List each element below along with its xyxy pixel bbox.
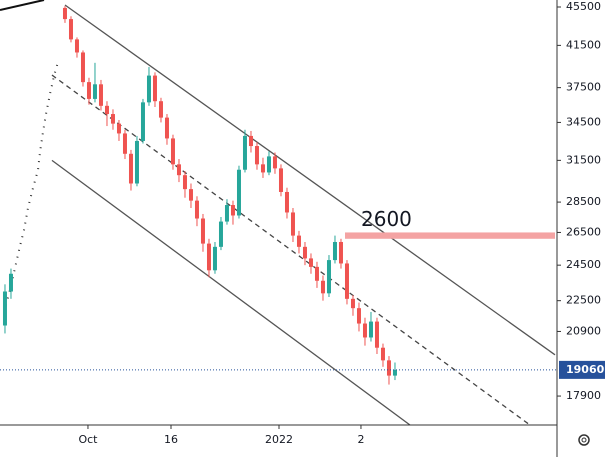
candle-body bbox=[302, 246, 307, 259]
candle-body bbox=[332, 241, 337, 261]
candle-body bbox=[128, 153, 133, 184]
candle-body bbox=[386, 360, 391, 376]
candle-body bbox=[344, 263, 349, 299]
candle-body bbox=[356, 308, 361, 324]
y-tick-label: 17900 bbox=[566, 389, 601, 402]
candle-body bbox=[314, 266, 319, 281]
candle-body bbox=[338, 241, 343, 264]
trend-line bbox=[64, 4, 556, 356]
candle-body bbox=[350, 298, 355, 309]
x-tick-label: 16 bbox=[164, 433, 178, 446]
zone-label: 2600 bbox=[361, 207, 412, 231]
gear-hub[interactable] bbox=[581, 437, 587, 443]
drawing-line bbox=[0, 0, 45, 11]
candle-body bbox=[200, 218, 205, 244]
y-tick-label: 37500 bbox=[566, 81, 601, 94]
candle-body bbox=[248, 135, 253, 147]
dotted-drawing bbox=[3, 61, 59, 313]
candle-body bbox=[230, 205, 235, 216]
y-tick-label: 41500 bbox=[566, 38, 601, 51]
candle-body bbox=[134, 140, 139, 184]
candle-body bbox=[374, 321, 379, 348]
candle-body bbox=[110, 114, 115, 124]
y-tick-label: 34500 bbox=[566, 115, 601, 128]
candle-body bbox=[368, 321, 373, 338]
candle-body bbox=[296, 235, 301, 247]
candle-body bbox=[80, 52, 85, 83]
last-price-label: 19060 bbox=[566, 363, 605, 376]
candle-body bbox=[266, 156, 271, 173]
trend-line bbox=[51, 159, 411, 425]
x-tick-label: Oct bbox=[78, 433, 98, 446]
candle-body bbox=[362, 323, 367, 338]
candle-body bbox=[380, 347, 385, 361]
candle-body bbox=[194, 200, 199, 219]
plot-area bbox=[2, 4, 556, 425]
candle-body bbox=[122, 133, 127, 154]
candle-body bbox=[164, 117, 169, 139]
y-tick-label: 20900 bbox=[566, 324, 601, 337]
candle-body bbox=[320, 280, 325, 294]
candle-body bbox=[392, 369, 397, 376]
candle-body bbox=[182, 175, 187, 190]
candle-body bbox=[284, 191, 289, 213]
candle-body bbox=[224, 205, 229, 222]
candle-body bbox=[260, 164, 265, 173]
candle-body bbox=[206, 243, 211, 271]
candle-body bbox=[74, 39, 79, 53]
settings-icon[interactable] bbox=[578, 434, 590, 446]
y-tick-label: 31500 bbox=[566, 153, 601, 166]
y-tick-label: 28500 bbox=[566, 195, 601, 208]
candle-body bbox=[86, 82, 91, 99]
y-tick-label: 45500 bbox=[566, 0, 601, 13]
last-price-box bbox=[559, 360, 605, 379]
candle-body bbox=[254, 146, 259, 165]
candle-body bbox=[278, 168, 283, 192]
candle-body bbox=[212, 246, 217, 271]
candle-body bbox=[116, 123, 121, 134]
gear[interactable] bbox=[578, 434, 590, 446]
candle-body bbox=[236, 169, 241, 216]
candle-body bbox=[62, 7, 67, 20]
zone bbox=[345, 232, 555, 239]
candle-body bbox=[2, 291, 7, 326]
candle-body bbox=[140, 102, 145, 141]
candle-body bbox=[218, 221, 223, 247]
x-tick-label: 2 bbox=[357, 433, 364, 446]
candle-body bbox=[92, 84, 97, 99]
y-tick-label: 24500 bbox=[566, 258, 601, 271]
y-tick-label: 22500 bbox=[566, 294, 601, 307]
candle-body bbox=[146, 75, 151, 103]
candle-body bbox=[308, 258, 313, 267]
candle-body bbox=[290, 212, 295, 236]
candle-body bbox=[272, 156, 277, 169]
candle-body bbox=[98, 84, 103, 106]
candle-body bbox=[326, 260, 331, 294]
candle-body bbox=[152, 75, 157, 102]
candle-body bbox=[188, 189, 193, 201]
candle-body bbox=[242, 135, 247, 170]
x-tick-label: 2022 bbox=[265, 433, 293, 446]
candle-body bbox=[170, 138, 175, 165]
candle-body bbox=[176, 164, 181, 176]
candle-body bbox=[8, 273, 13, 292]
y-tick-label: 26500 bbox=[566, 225, 601, 238]
candle-body bbox=[104, 105, 109, 115]
candle-body bbox=[68, 19, 73, 40]
candle-body bbox=[158, 101, 163, 118]
